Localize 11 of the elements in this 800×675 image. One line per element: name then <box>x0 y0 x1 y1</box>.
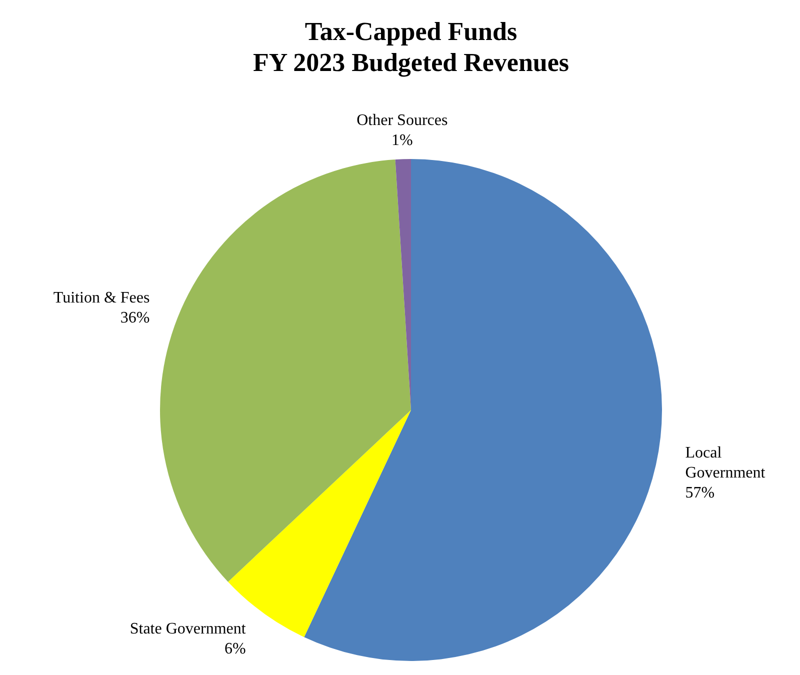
slice-label: Other Sources <box>356 112 448 130</box>
slice-label: Tuition & Fees <box>53 290 150 307</box>
pie-slice <box>160 159 411 582</box>
data-label: 1% <box>392 132 413 150</box>
pie-slice <box>304 159 662 661</box>
data-label: 57% <box>685 484 715 502</box>
chart-title: Tax-Capped Funds FY 2023 Budgeted Revenues <box>252 17 570 77</box>
slice-label: State Government <box>130 620 246 638</box>
data-label: 36% <box>120 310 150 327</box>
data-label: 6% <box>224 640 246 658</box>
slice-label: Local Government <box>685 444 766 482</box>
